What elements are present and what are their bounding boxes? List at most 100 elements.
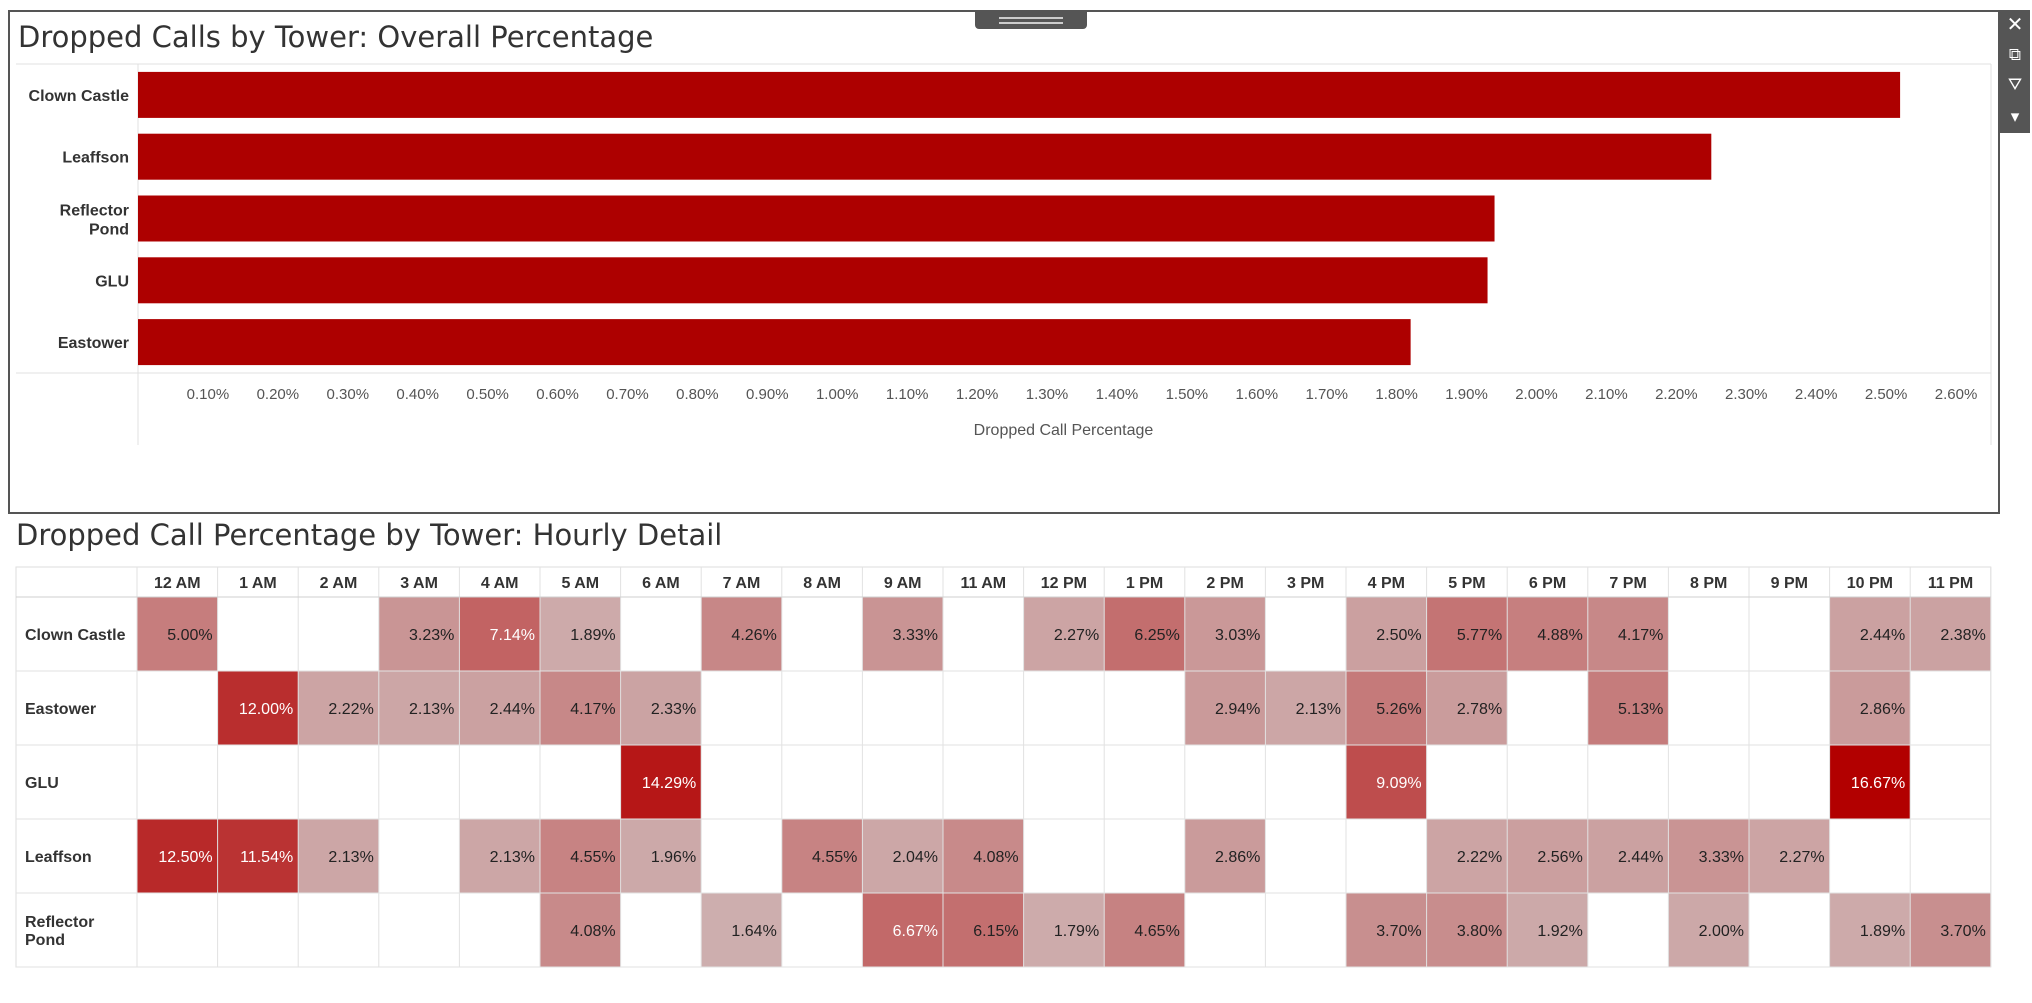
bar [138, 71, 1901, 118]
dropdown-icon[interactable]: ▾ [2010, 107, 2020, 126]
x-tick-label: 0.30% [327, 386, 370, 403]
x-tick-label: 0.90% [746, 386, 789, 403]
heat-cell [459, 819, 540, 893]
heat-cell [1184, 819, 1266, 893]
resize-drag-handle[interactable] [975, 12, 1087, 29]
heat-cell-label: 2.27% [1779, 849, 1824, 866]
column-header: 6 PM [1529, 575, 1566, 592]
heat-cell-label: 2.04% [893, 849, 938, 866]
column-header: 12 PM [1041, 575, 1087, 592]
heat-cell-label: 12.50% [158, 849, 212, 866]
x-tick-label: 2.00% [1515, 386, 1558, 403]
heat-cell-label: 2.33% [651, 701, 696, 718]
heat-cell-label: 2.78% [1457, 701, 1502, 718]
heat-cell-label: 3.33% [1699, 849, 1744, 866]
heat-cell [943, 819, 1024, 893]
heat-cell-label: 4.55% [570, 849, 615, 866]
x-tick-label: 1.40% [1096, 386, 1139, 403]
heat-cell [1587, 671, 1669, 745]
x-tick-label: 1.10% [886, 386, 929, 403]
heat-cell-label: 2.86% [1860, 701, 1905, 718]
bar-chart-title: Dropped Calls by Tower: Overall Percenta… [18, 20, 654, 54]
heat-cell [1104, 597, 1185, 671]
column-header: 10 PM [1847, 575, 1893, 592]
heat-cell-label: 1.64% [731, 923, 776, 940]
filter-icon[interactable]: ⛛ [2007, 75, 2023, 94]
heat-cell [701, 893, 782, 967]
heat-cell [298, 819, 379, 893]
heat-cell [217, 671, 299, 745]
heat-cell-label: 4.65% [1134, 923, 1179, 940]
column-header: 2 PM [1206, 575, 1243, 592]
x-tick-label: 1.30% [1026, 386, 1069, 403]
y-tick-label: Eastower [58, 335, 129, 352]
heat-cell-label: 2.86% [1215, 849, 1260, 866]
heat-cell [781, 819, 863, 893]
heat-cell-label: 4.08% [973, 849, 1018, 866]
heat-cell [1426, 671, 1508, 745]
heat-cell [862, 819, 943, 893]
x-tick-label: 2.20% [1655, 386, 1698, 403]
heat-cell [1910, 597, 1991, 671]
column-header: 4 PM [1368, 575, 1405, 592]
heat-cell [1023, 893, 1105, 967]
heat-cell [459, 597, 540, 671]
column-header: 12 AM [154, 575, 201, 592]
heat-cell-label: 2.13% [409, 701, 454, 718]
heat-cell [1507, 893, 1588, 967]
x-tick-label: 0.70% [606, 386, 649, 403]
heat-cell-label: 4.17% [570, 701, 615, 718]
bar-chart: Clown Castle Leaffson Reflector Pond GLU East… [16, 63, 1992, 445]
heat-cell-label: 1.89% [570, 627, 615, 644]
heat-cell-label: 5.77% [1457, 627, 1502, 644]
heat-cell [137, 819, 218, 893]
heat-cell-label: 4.17% [1618, 627, 1663, 644]
heat-cell-label: 3.80% [1457, 923, 1502, 940]
heat-cell-label: 2.22% [1457, 849, 1502, 866]
heat-cell-label: 2.38% [1940, 627, 1985, 644]
heat-cell-label: 2.27% [1054, 627, 1099, 644]
x-tick-label: 0.40% [396, 386, 439, 403]
heat-cell [862, 597, 943, 671]
x-tick-label: 2.50% [1865, 386, 1908, 403]
heat-cell-label: 2.94% [1215, 701, 1260, 718]
heat-cell [137, 597, 218, 671]
heat-cell [1668, 893, 1749, 967]
x-tick-label: 0.50% [466, 386, 509, 403]
close-icon[interactable]: ✕ [2006, 14, 2024, 36]
x-tick-label: 0.80% [676, 386, 719, 403]
heat-cell-label: 6.15% [973, 923, 1018, 940]
heat-cell [540, 671, 621, 745]
heat-cell [620, 819, 702, 893]
heat-cell [378, 597, 460, 671]
heat-cell [1265, 671, 1346, 745]
heat-cell [1023, 597, 1105, 671]
x-tick-label: 1.60% [1236, 386, 1279, 403]
heat-cell [620, 745, 702, 819]
heat-cell [217, 819, 299, 893]
bar [138, 319, 1411, 366]
heat-cell [378, 671, 460, 745]
heat-cell-label: 11.54% [240, 849, 293, 866]
heat-cell-label: 7.14% [490, 627, 535, 644]
heat-cell-label: 3.70% [1376, 923, 1421, 940]
heat-cell-label: 3.70% [1940, 923, 1985, 940]
heat-cell [459, 671, 540, 745]
popout-icon[interactable]: ⧉ [2008, 45, 2022, 64]
heat-cell-label: 2.13% [328, 849, 373, 866]
heat-cell-label: 5.13% [1618, 701, 1663, 718]
y-tick-label: Reflector Pond [60, 203, 129, 239]
x-tick-label: 1.50% [1166, 386, 1209, 403]
heat-cell [1829, 893, 1911, 967]
heat-cell-label: 2.56% [1537, 849, 1582, 866]
row-header: Leaffson [25, 849, 92, 866]
heat-cell-label: 9.09% [1376, 775, 1421, 792]
row-header-line: Reflector [25, 914, 94, 931]
heat-cell [540, 819, 621, 893]
x-tick-label: 1.00% [816, 386, 859, 403]
heat-cell [1749, 819, 1830, 893]
heat-cell-label: 2.44% [1860, 627, 1905, 644]
column-header: 3 AM [400, 575, 438, 592]
heat-cell [1426, 893, 1508, 967]
heat-cell [540, 597, 621, 671]
